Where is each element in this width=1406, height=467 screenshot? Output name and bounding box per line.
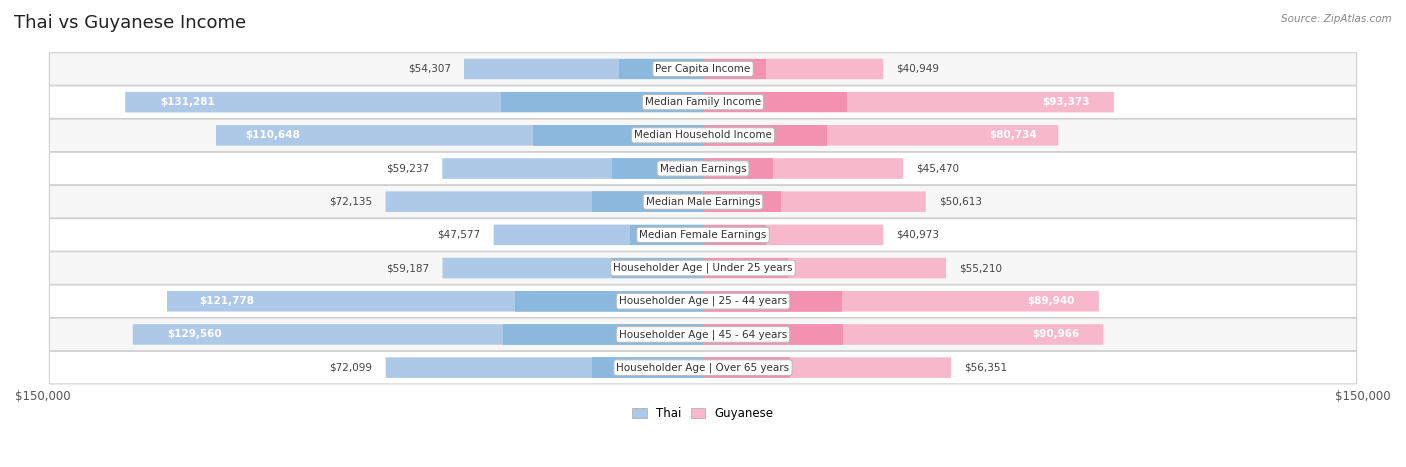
FancyBboxPatch shape xyxy=(703,291,1099,311)
FancyBboxPatch shape xyxy=(703,191,780,212)
Text: Median Earnings: Median Earnings xyxy=(659,163,747,174)
Text: $59,187: $59,187 xyxy=(387,263,429,273)
FancyBboxPatch shape xyxy=(703,125,827,146)
Text: $40,949: $40,949 xyxy=(897,64,939,74)
FancyBboxPatch shape xyxy=(49,185,1357,218)
Text: $40,973: $40,973 xyxy=(897,230,939,240)
FancyBboxPatch shape xyxy=(703,225,883,245)
FancyBboxPatch shape xyxy=(443,258,703,278)
FancyBboxPatch shape xyxy=(443,158,703,179)
FancyBboxPatch shape xyxy=(125,92,703,113)
FancyBboxPatch shape xyxy=(703,357,790,378)
FancyBboxPatch shape xyxy=(49,285,1357,318)
Text: $131,281: $131,281 xyxy=(160,97,215,107)
Text: $72,135: $72,135 xyxy=(329,197,373,207)
Text: $110,648: $110,648 xyxy=(245,130,299,140)
FancyBboxPatch shape xyxy=(630,225,703,245)
Text: Median Household Income: Median Household Income xyxy=(634,130,772,140)
FancyBboxPatch shape xyxy=(167,291,703,311)
FancyBboxPatch shape xyxy=(703,225,766,245)
Text: $54,307: $54,307 xyxy=(408,64,451,74)
Text: Median Female Earnings: Median Female Earnings xyxy=(640,230,766,240)
FancyBboxPatch shape xyxy=(49,152,1357,185)
Text: Median Male Earnings: Median Male Earnings xyxy=(645,197,761,207)
FancyBboxPatch shape xyxy=(703,59,883,79)
Text: $72,099: $72,099 xyxy=(329,362,373,373)
Text: $89,940: $89,940 xyxy=(1028,296,1076,306)
FancyBboxPatch shape xyxy=(49,318,1357,351)
FancyBboxPatch shape xyxy=(703,158,903,179)
FancyBboxPatch shape xyxy=(132,324,703,345)
FancyBboxPatch shape xyxy=(385,191,703,212)
Text: Source: ZipAtlas.com: Source: ZipAtlas.com xyxy=(1281,14,1392,24)
Text: $59,237: $59,237 xyxy=(387,163,429,174)
Text: $56,351: $56,351 xyxy=(965,362,1007,373)
Text: $50,613: $50,613 xyxy=(939,197,981,207)
Text: $80,734: $80,734 xyxy=(990,130,1038,140)
FancyBboxPatch shape xyxy=(49,351,1357,384)
FancyBboxPatch shape xyxy=(612,258,703,278)
FancyBboxPatch shape xyxy=(501,92,703,113)
Text: Householder Age | 45 - 64 years: Householder Age | 45 - 64 years xyxy=(619,329,787,340)
FancyBboxPatch shape xyxy=(385,357,703,378)
FancyBboxPatch shape xyxy=(620,59,703,79)
FancyBboxPatch shape xyxy=(703,291,842,311)
FancyBboxPatch shape xyxy=(703,191,925,212)
Text: $121,778: $121,778 xyxy=(200,296,254,306)
FancyBboxPatch shape xyxy=(49,119,1357,152)
Text: $90,966: $90,966 xyxy=(1032,329,1080,340)
FancyBboxPatch shape xyxy=(217,125,703,146)
FancyBboxPatch shape xyxy=(592,357,703,378)
FancyBboxPatch shape xyxy=(49,86,1357,119)
Text: $47,577: $47,577 xyxy=(437,230,481,240)
Text: Householder Age | 25 - 44 years: Householder Age | 25 - 44 years xyxy=(619,296,787,306)
FancyBboxPatch shape xyxy=(612,158,703,179)
Text: $45,470: $45,470 xyxy=(917,163,959,174)
FancyBboxPatch shape xyxy=(703,125,1059,146)
Text: Per Capita Income: Per Capita Income xyxy=(655,64,751,74)
FancyBboxPatch shape xyxy=(703,258,946,278)
FancyBboxPatch shape xyxy=(592,191,703,212)
FancyBboxPatch shape xyxy=(703,59,766,79)
FancyBboxPatch shape xyxy=(703,324,1104,345)
FancyBboxPatch shape xyxy=(703,258,787,278)
FancyBboxPatch shape xyxy=(533,125,703,146)
Text: $129,560: $129,560 xyxy=(167,329,222,340)
FancyBboxPatch shape xyxy=(703,324,844,345)
FancyBboxPatch shape xyxy=(516,291,703,311)
Text: Householder Age | Under 25 years: Householder Age | Under 25 years xyxy=(613,263,793,273)
Text: Median Family Income: Median Family Income xyxy=(645,97,761,107)
FancyBboxPatch shape xyxy=(49,219,1357,251)
FancyBboxPatch shape xyxy=(49,252,1357,284)
Legend: Thai, Guyanese: Thai, Guyanese xyxy=(627,403,779,425)
Text: Householder Age | Over 65 years: Householder Age | Over 65 years xyxy=(616,362,790,373)
FancyBboxPatch shape xyxy=(464,59,703,79)
Text: $55,210: $55,210 xyxy=(959,263,1002,273)
FancyBboxPatch shape xyxy=(703,357,950,378)
FancyBboxPatch shape xyxy=(703,92,1114,113)
FancyBboxPatch shape xyxy=(703,158,773,179)
FancyBboxPatch shape xyxy=(49,53,1357,85)
Text: Thai vs Guyanese Income: Thai vs Guyanese Income xyxy=(14,14,246,32)
FancyBboxPatch shape xyxy=(703,92,846,113)
FancyBboxPatch shape xyxy=(494,225,703,245)
FancyBboxPatch shape xyxy=(503,324,703,345)
Text: $93,373: $93,373 xyxy=(1042,97,1090,107)
